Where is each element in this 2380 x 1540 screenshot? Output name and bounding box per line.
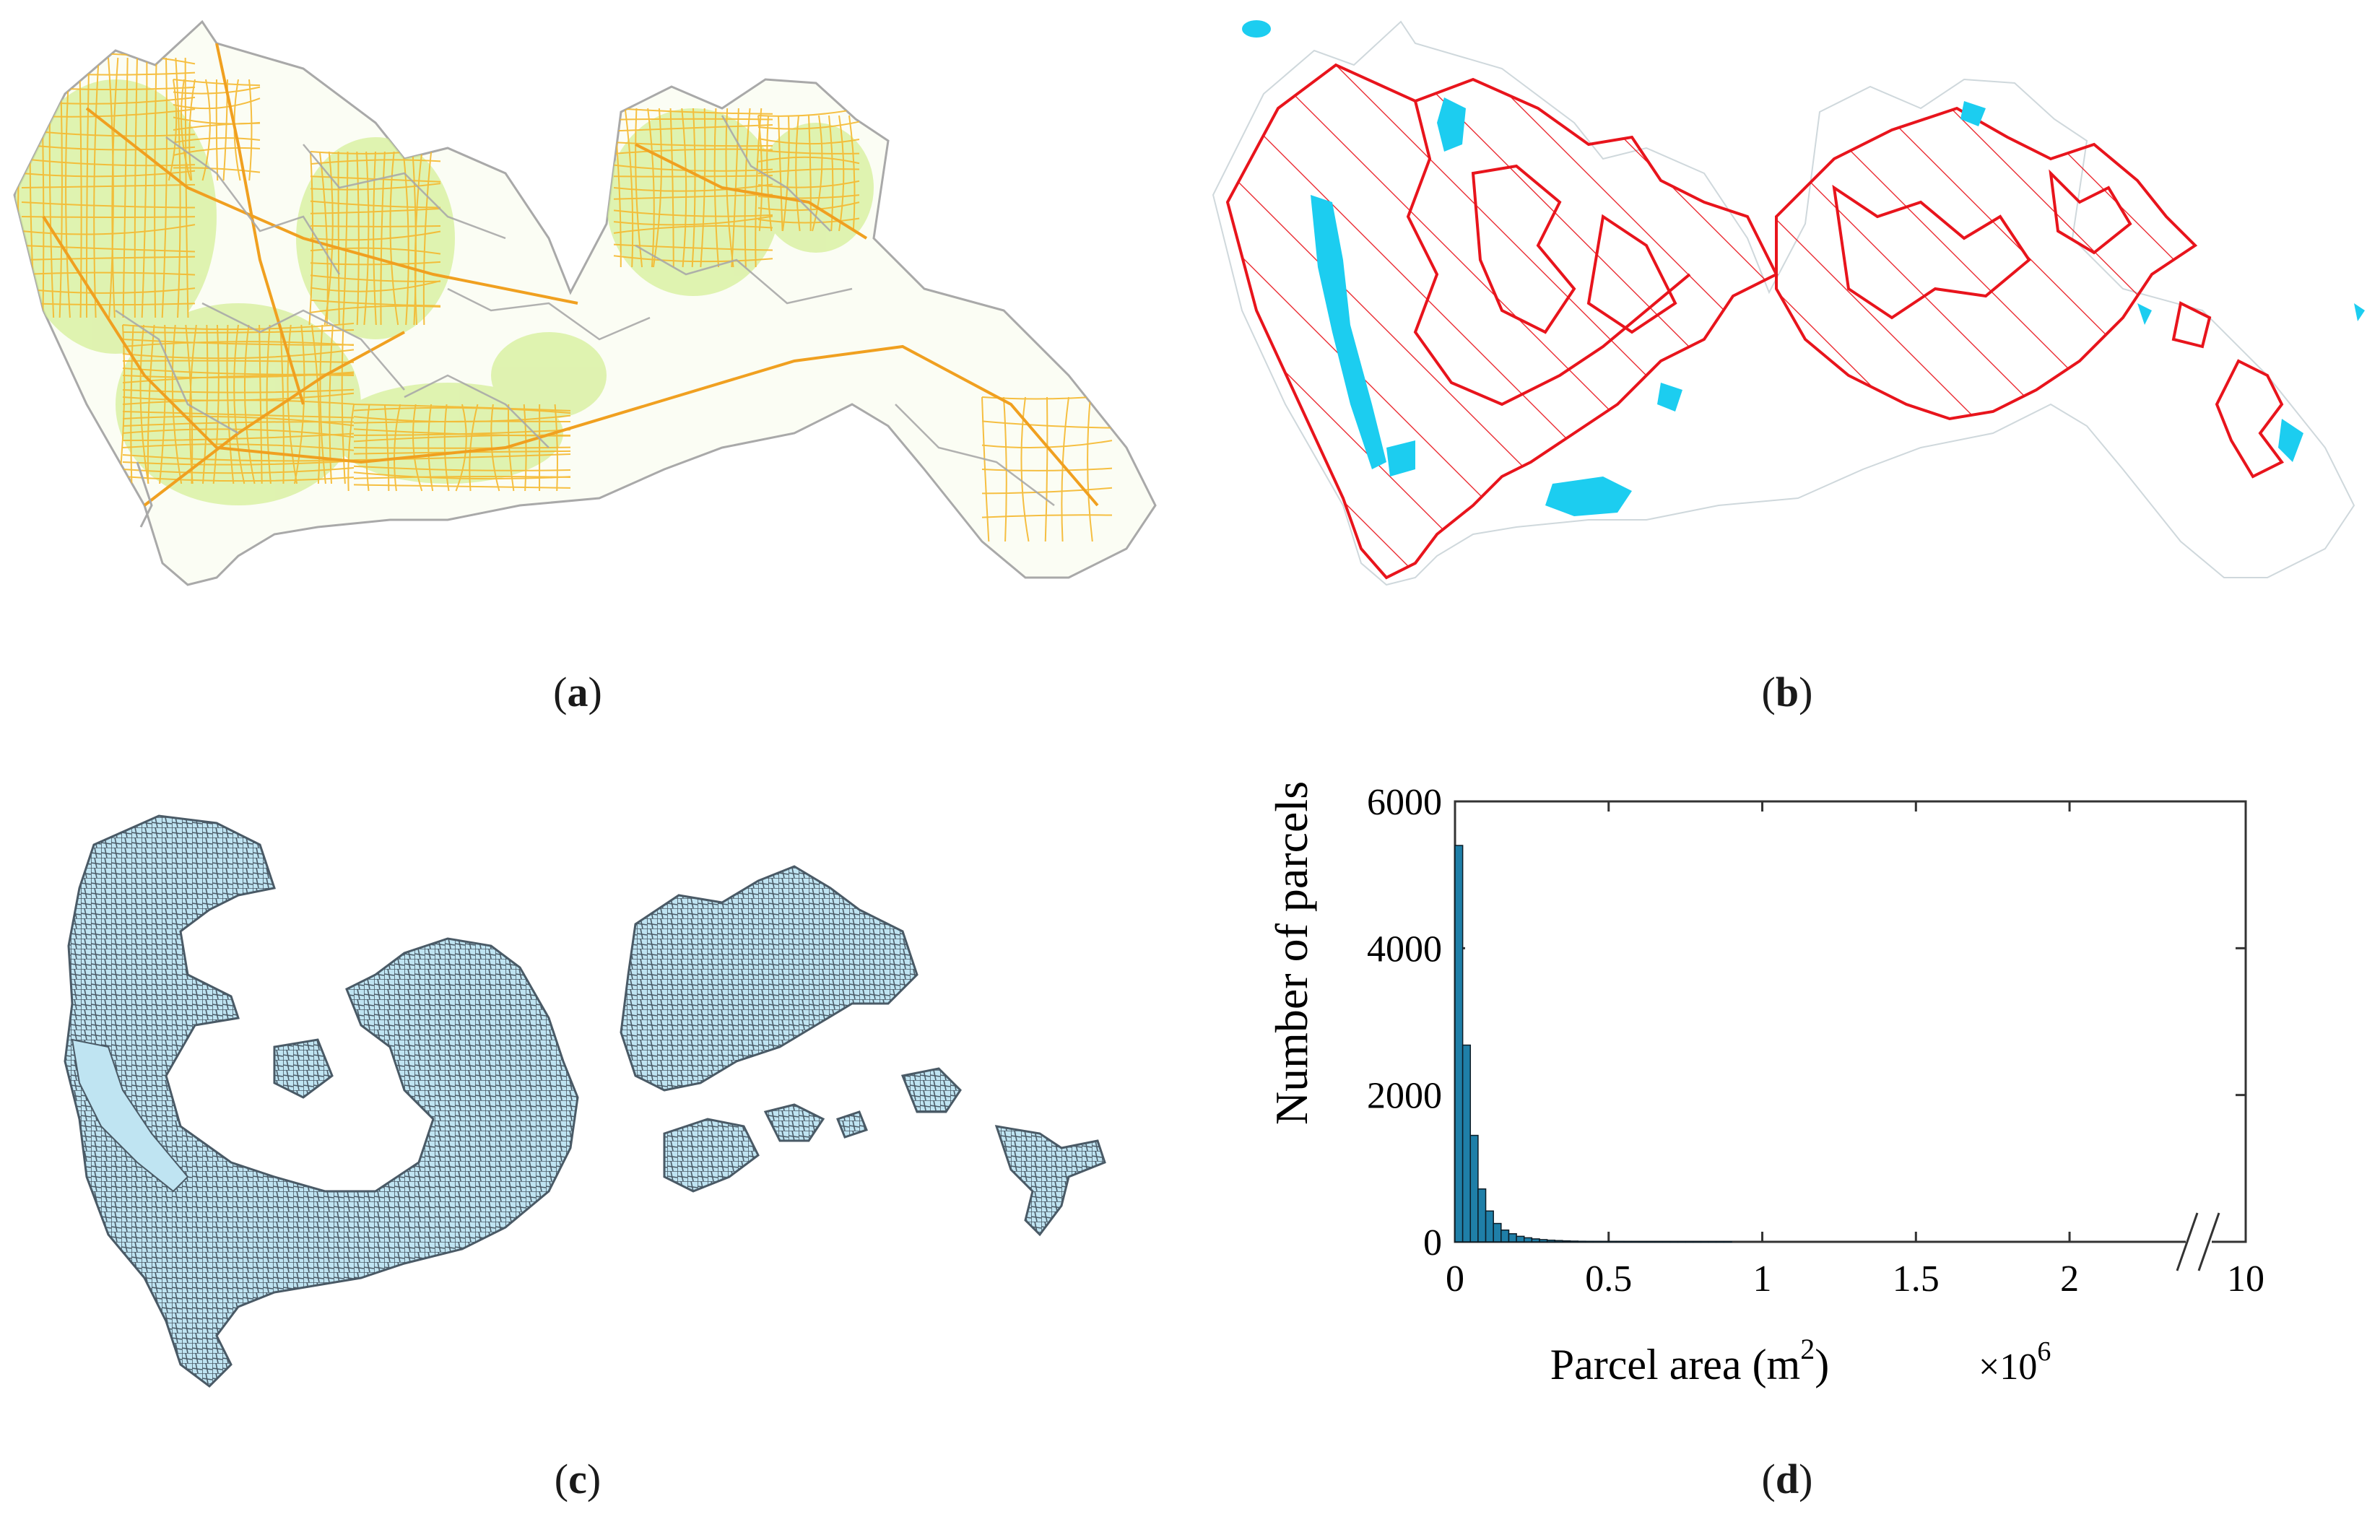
x-tick-label: 0.5 bbox=[1585, 1258, 1632, 1300]
histogram-bar bbox=[1485, 1210, 1494, 1243]
panel-a-road-map bbox=[13, 19, 1157, 586]
histogram-bar bbox=[1723, 1241, 1732, 1243]
histogram-bar bbox=[1623, 1240, 1633, 1243]
histogram-bar bbox=[1562, 1240, 1571, 1243]
caption-d: (d) bbox=[1761, 1456, 1813, 1502]
y-tick-label: 6000 bbox=[1367, 782, 1442, 823]
histogram-bar bbox=[1685, 1241, 1694, 1243]
histogram-bar bbox=[1615, 1240, 1625, 1243]
histogram-bar bbox=[1469, 1134, 1479, 1243]
x-tick-label: 2 bbox=[2060, 1258, 2079, 1300]
panel-c-parcel-map bbox=[64, 814, 1106, 1388]
y-axis-label: Number of parcels bbox=[1266, 781, 1317, 1125]
histogram-bar bbox=[1630, 1240, 1641, 1243]
x-axis-label: Parcel area (m2) bbox=[1550, 1333, 1829, 1388]
histogram-bar bbox=[1677, 1241, 1686, 1243]
histogram-bar bbox=[1462, 1044, 1472, 1243]
histogram-bar bbox=[1708, 1241, 1717, 1243]
axis-break-mark bbox=[2176, 1212, 2199, 1271]
axis-break-mark bbox=[2197, 1212, 2220, 1271]
y-tick-label: 4000 bbox=[1367, 928, 1442, 970]
histogram-bars bbox=[1454, 845, 1732, 1243]
histogram-bar bbox=[1477, 1188, 1487, 1243]
histogram-bar bbox=[1454, 845, 1464, 1243]
histogram-bar bbox=[1693, 1241, 1702, 1243]
x-tick-label-break: 10 bbox=[2227, 1258, 2264, 1300]
panel-b-protection-map bbox=[1212, 20, 2365, 586]
histogram-bar bbox=[1523, 1237, 1533, 1243]
caption-b: (b) bbox=[1761, 669, 1813, 715]
histogram-bar bbox=[1669, 1241, 1679, 1243]
histogram-bar bbox=[1646, 1241, 1656, 1243]
x-multiplier-label: ×106 bbox=[1979, 1336, 2051, 1388]
caption-a: (a) bbox=[553, 669, 602, 715]
histogram-bar bbox=[1700, 1241, 1709, 1243]
histogram-bar bbox=[1500, 1229, 1510, 1243]
axis-break-gap bbox=[2186, 1220, 2212, 1263]
histogram-bar bbox=[1654, 1241, 1663, 1243]
histogram-bar bbox=[1531, 1238, 1540, 1243]
histogram-bar bbox=[1715, 1241, 1725, 1243]
histogram-bar bbox=[1493, 1222, 1502, 1243]
histogram-bar bbox=[1516, 1235, 1525, 1243]
histogram-bar bbox=[1569, 1240, 1578, 1243]
histogram-bar bbox=[1546, 1240, 1556, 1243]
histogram-bar bbox=[1577, 1240, 1586, 1243]
histogram-bar bbox=[1539, 1239, 1548, 1243]
y-tick-label: 2000 bbox=[1367, 1076, 1442, 1117]
x-tick-label: 1 bbox=[1753, 1258, 1772, 1300]
histogram-bar bbox=[1585, 1240, 1594, 1243]
histogram-bar bbox=[1508, 1233, 1517, 1243]
x-tick-label: 1.5 bbox=[1893, 1258, 1940, 1300]
histogram-bar bbox=[1638, 1241, 1648, 1243]
histogram-bar bbox=[1600, 1240, 1610, 1243]
histogram-bar bbox=[1662, 1241, 1671, 1243]
histogram-bar bbox=[1592, 1240, 1602, 1243]
y-tick-label: 0 bbox=[1423, 1222, 1442, 1263]
histogram-bar bbox=[1554, 1240, 1563, 1243]
caption-c: (c) bbox=[554, 1456, 601, 1502]
x-tick-label: 0 bbox=[1446, 1258, 1464, 1300]
histogram-bar bbox=[1608, 1240, 1617, 1243]
plot-frame bbox=[1454, 800, 2247, 1243]
panel-d-histogram: 0 2000 4000 6000 0 0.5 1 1.5 2 10 Number of parce… bbox=[1266, 781, 2264, 1388]
